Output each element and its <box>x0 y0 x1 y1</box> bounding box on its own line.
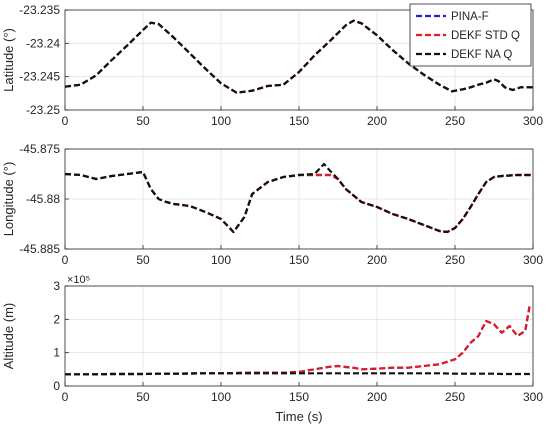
x-tick-label: 250 <box>445 114 465 128</box>
legend-entry: DEKF STD Q <box>451 30 520 42</box>
series-line-dekf-na-q <box>65 372 530 376</box>
x-tick-label: 200 <box>367 114 387 128</box>
legend: PINA-F DEKF STD Q DEKF NA Q <box>409 3 532 67</box>
x-tick-label: 200 <box>367 390 387 404</box>
panel-2: 0 50 100 150 200 250 300 -45.875 -45.88 -45.885Lo… <box>1 142 543 267</box>
y-tick-label: 0 <box>53 379 60 393</box>
legend-entry: DEKF NA Q <box>451 49 512 61</box>
y-axis-label: Latitude (°) <box>1 28 16 92</box>
x-axis-label: Time (s) <box>275 409 322 424</box>
y-tick-label: -45.875 <box>19 142 60 156</box>
x-tick-label: 100 <box>211 114 231 128</box>
panel-3: 0 50 100 150 200 250 300 3 2 1 0 ×10⁵ Altitude (m) Ti… <box>1 274 543 424</box>
y-tick-label: -23.24 <box>26 36 60 50</box>
series-line-dekf-na-q <box>64 19 533 94</box>
x-tick-label: 300 <box>523 114 543 128</box>
y-tick-label: -23.245 <box>19 70 60 84</box>
y-tick-label: -23.25 <box>26 103 60 117</box>
x-tick-label: 250 <box>445 390 465 404</box>
x-tick-label: 200 <box>367 253 387 267</box>
legend-entry: PINA-F <box>451 11 489 23</box>
y-tick-label: -45.885 <box>19 242 60 256</box>
x-tick-label: 150 <box>289 253 309 267</box>
series-line-dekf-na-q <box>64 162 533 234</box>
x-tick-label: 150 <box>289 114 309 128</box>
x-tick-label: 50 <box>136 114 150 128</box>
x-tick-label: 150 <box>289 390 309 404</box>
x-tick-label: 0 <box>62 253 69 267</box>
x-tick-label: 100 <box>211 390 231 404</box>
y-tick-label: 1 <box>53 346 60 360</box>
panel-1: 0 50 100 150 200 250 300 -23.235 -23.24 -23.245 -2… <box>1 3 543 128</box>
y-tick-label: -45.88 <box>26 192 60 206</box>
x-tick-label: 100 <box>211 253 231 267</box>
x-tick-label: 0 <box>62 114 69 128</box>
x-tick-label: 0 <box>62 390 69 404</box>
y-exponent-label: ×10⁵ <box>67 274 90 286</box>
x-tick-label: 300 <box>523 253 543 267</box>
x-tick-label: 50 <box>136 253 150 267</box>
y-tick-label: 3 <box>53 279 60 293</box>
x-tick-label: 50 <box>136 390 150 404</box>
y-axis-label: Altitude (m) <box>1 303 16 369</box>
x-tick-label: 300 <box>523 390 543 404</box>
y-axis-label: Longitude (°) <box>1 162 16 237</box>
y-tick-label: 2 <box>53 312 60 326</box>
y-tick-label: -23.235 <box>19 3 60 17</box>
series-line-dekf-std-q <box>65 304 531 376</box>
series-line-pina-f <box>65 304 531 376</box>
x-tick-label: 250 <box>445 253 465 267</box>
